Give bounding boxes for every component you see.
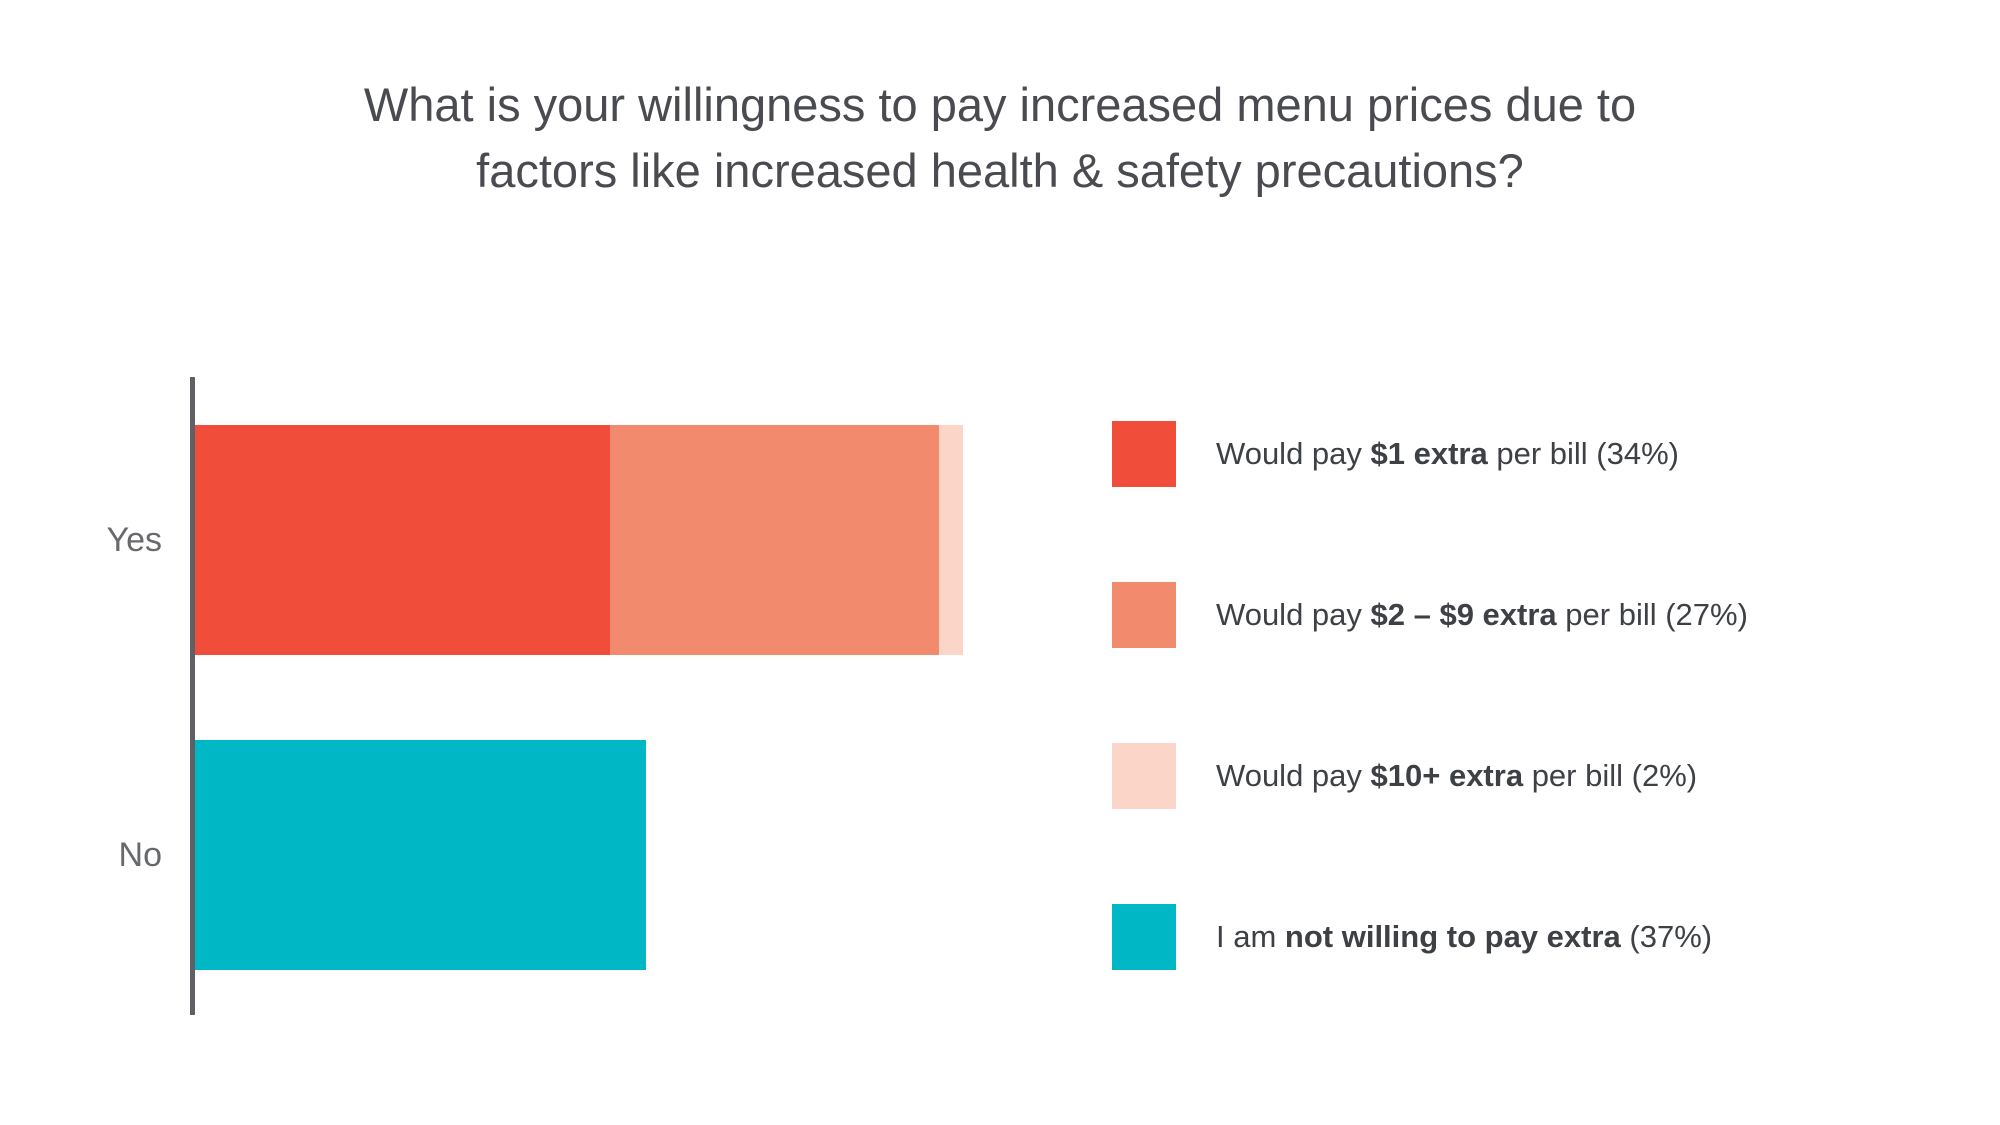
bar-no: [195, 740, 646, 970]
legend: Would pay $1 extra per bill (34%) Would …: [1112, 421, 1748, 970]
legend-text-suffix: per bill (2%): [1523, 758, 1698, 793]
legend-item-pay-2-9-extra: Would pay $2 – $9 extra per bill (27%): [1112, 582, 1748, 648]
legend-label-pay-1-extra: Would pay $1 extra per bill (34%): [1216, 436, 1679, 472]
category-label-yes: Yes: [106, 521, 162, 559]
legend-item-pay-1-extra: Would pay $1 extra per bill (34%): [1112, 421, 1748, 487]
bar-yes: [195, 425, 963, 655]
legend-swatch-pay-1-extra: [1112, 421, 1176, 487]
legend-label-pay-10-plus-extra: Would pay $10+ extra per bill (2%): [1216, 758, 1697, 794]
legend-text-bold: $10+ extra: [1370, 758, 1524, 793]
legend-text-suffix: per bill (34%): [1487, 436, 1679, 471]
chart-title: What is your willingness to pay increase…: [0, 72, 2000, 204]
chart-title-line-2: factors like increased health & safety p…: [476, 143, 1524, 197]
y-axis-line: [190, 377, 195, 1015]
legend-text-prefix: Would pay: [1216, 758, 1371, 793]
legend-item-not-willing: I am not willing to pay extra (37%): [1112, 904, 1748, 970]
legend-text-prefix: Would pay: [1216, 436, 1371, 471]
bar-segment-pay-1-extra: [195, 425, 610, 655]
bar-segment-not-willing: [195, 740, 646, 970]
legend-text-bold: $2 – $9 extra: [1370, 597, 1557, 632]
legend-text-prefix: I am: [1216, 919, 1285, 954]
legend-text-suffix: per bill (27%): [1556, 597, 1748, 632]
legend-text-suffix: (37%): [1620, 919, 1713, 954]
legend-text-bold: $1 extra: [1370, 436, 1488, 471]
legend-label-pay-2-9-extra: Would pay $2 – $9 extra per bill (27%): [1216, 597, 1748, 633]
legend-swatch-pay-10-plus-extra: [1112, 743, 1176, 809]
legend-item-pay-10-plus-extra: Would pay $10+ extra per bill (2%): [1112, 743, 1748, 809]
bar-segment-pay-2-9-extra: [610, 425, 939, 655]
category-label-no: No: [118, 836, 162, 874]
legend-swatch-pay-2-9-extra: [1112, 582, 1176, 648]
legend-swatch-not-willing: [1112, 904, 1176, 970]
legend-label-not-willing: I am not willing to pay extra (37%): [1216, 919, 1712, 955]
legend-text-bold: not willing to pay extra: [1284, 919, 1621, 954]
chart-title-line-1: What is your willingness to pay increase…: [363, 78, 1637, 131]
bar-segment-pay-10-plus-extra: [939, 425, 963, 655]
legend-text-prefix: Would pay: [1216, 597, 1371, 632]
